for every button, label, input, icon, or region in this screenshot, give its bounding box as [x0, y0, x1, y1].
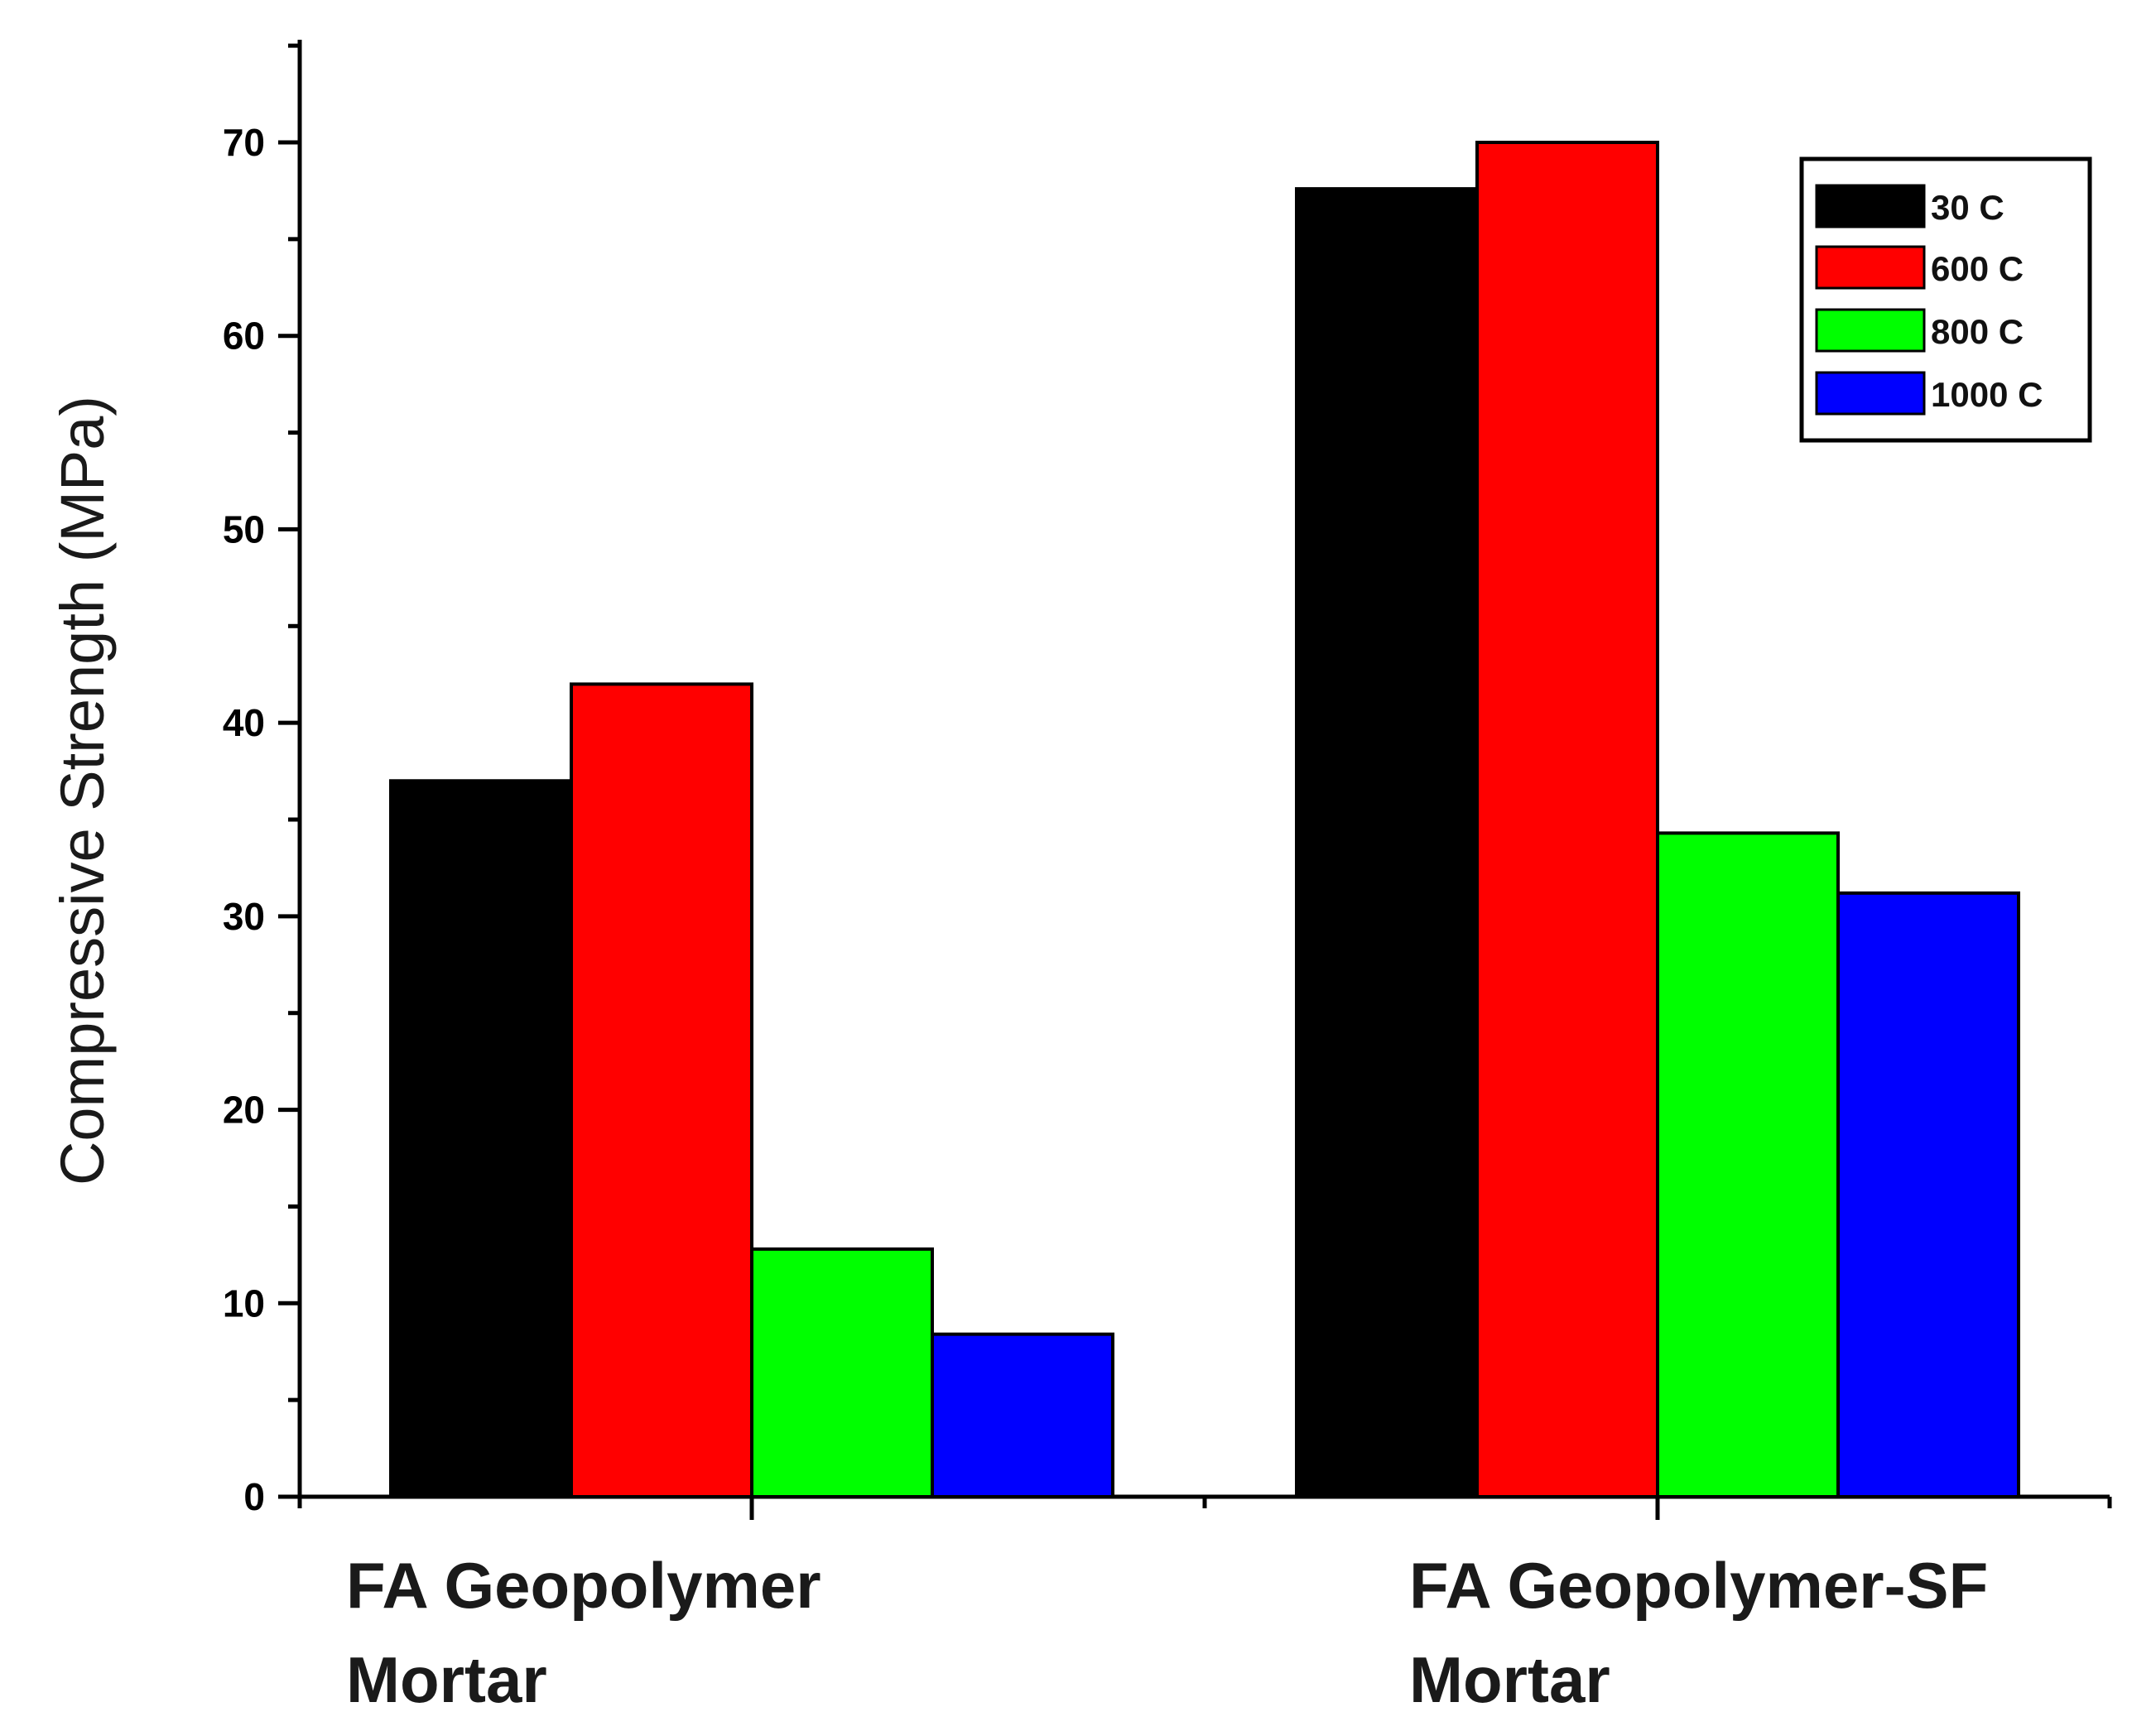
legend-swatch [1815, 371, 1926, 416]
x-category-label: FA Geopolymer Mortar [346, 1549, 821, 1716]
bar [1656, 831, 1840, 1498]
legend-label: 30 C [1931, 188, 2004, 227]
legend-label: 1000 C [1931, 375, 2043, 414]
y-tick-label: 20 [223, 1089, 265, 1132]
x-category-label-line: FA Geopolymer [346, 1549, 821, 1622]
x-category-label-line: Mortar [346, 1643, 547, 1716]
bar [1295, 187, 1479, 1498]
x-category-label-line: Mortar [1409, 1643, 1610, 1716]
bar [931, 1332, 1114, 1499]
legend-label: 600 C [1931, 249, 2024, 288]
legend-label: 800 C [1931, 312, 2024, 351]
bars [389, 141, 2020, 1499]
bar [389, 779, 573, 1498]
bar [1836, 891, 2020, 1498]
x-category-label-line: FA Geopolymer-SF [1409, 1549, 1988, 1622]
legend: 30 C 600 C 800 C 1000 C [1799, 156, 2092, 443]
y-tick-label: 10 [223, 1281, 265, 1325]
y-tick-label: 40 [223, 701, 265, 744]
y-tick-label: 0 [243, 1475, 265, 1518]
y-tick-label: 60 [223, 315, 265, 358]
legend-swatch [1815, 308, 1926, 353]
y-tick-label: 70 [223, 121, 265, 164]
y-axis-label: Compressive Strength (MPa) [48, 396, 117, 1185]
legend-swatch [1815, 245, 1926, 290]
bar [570, 682, 753, 1498]
bar [1475, 141, 1659, 1498]
bar [750, 1247, 934, 1498]
y-tick-label: 30 [223, 895, 265, 938]
y-tick-label: 50 [223, 507, 265, 551]
labels: 0 10 20 30 40 50 60 70 Compressive Strength (MPa… [48, 121, 1988, 1716]
x-category-label: FA Geopolymer-SF Mortar [1409, 1549, 1988, 1716]
legend-swatch [1815, 184, 1926, 228]
